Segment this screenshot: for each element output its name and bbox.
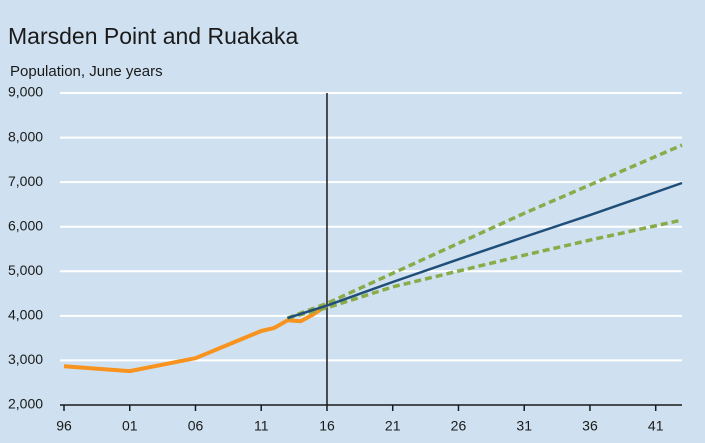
y-tick-label: 5,000 [8, 262, 43, 278]
x-tick-label: 11 [254, 418, 269, 434]
y-tick-label: 7,000 [8, 173, 43, 189]
series-line [287, 218, 683, 320]
x-tick-label: 26 [451, 418, 467, 434]
x-tick-label: 01 [122, 418, 138, 434]
y-tick-label: 9,000 [8, 84, 43, 100]
x-tick-label: 31 [516, 418, 532, 434]
y-tick-label: 3,000 [8, 351, 43, 367]
x-tick-label: 96 [56, 418, 72, 434]
series-line [287, 181, 683, 320]
y-tick-label: 6,000 [8, 217, 43, 233]
x-tick-label: 41 [648, 418, 664, 434]
chart-title: Marsden Point and Ruakaka [8, 23, 298, 49]
x-tick-label: 21 [385, 418, 401, 434]
series-line [286, 143, 683, 320]
x-tick-label: 16 [319, 418, 335, 434]
series-line [63, 303, 329, 374]
chart-subtitle: Population, June years [10, 63, 163, 80]
y-tick-label: 4,000 [8, 307, 43, 323]
x-tick-label: 06 [188, 418, 204, 434]
y-tick-label: 2,000 [8, 396, 43, 412]
y-tick-label: 8,000 [8, 128, 43, 144]
x-tick-label: 36 [582, 418, 598, 434]
